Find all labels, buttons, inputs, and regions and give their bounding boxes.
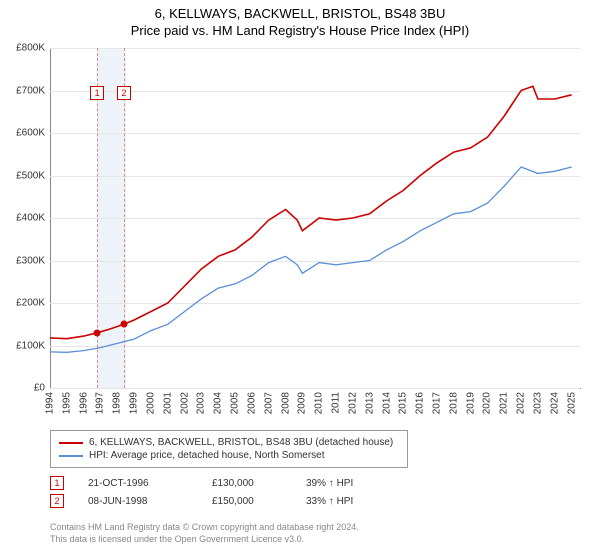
sale-hpi: 33% ↑ HPI <box>306 496 386 507</box>
footer: Contains HM Land Registry data © Crown c… <box>50 522 580 545</box>
sale-marker-box: 1 <box>90 86 104 100</box>
x-tick-label: 2012 <box>347 392 358 414</box>
x-tick-label: 2013 <box>364 392 375 414</box>
legend-row-hpi: HPI: Average price, detached house, Nort… <box>59 450 399 461</box>
x-tick-label: 1994 <box>45 392 56 414</box>
sale-price: £150,000 <box>212 496 282 507</box>
x-tick-label: 2018 <box>448 392 459 414</box>
y-tick-label: £600K <box>16 128 45 139</box>
footer-line2: This data is licensed under the Open Gov… <box>50 534 580 546</box>
sale-price: £130,000 <box>212 478 282 489</box>
x-tick-label: 1995 <box>61 392 72 414</box>
y-tick-label: £0 <box>34 383 45 394</box>
title-main: 6, KELLWAYS, BACKWELL, BRISTOL, BS48 3BU <box>0 6 600 21</box>
x-tick-label: 2016 <box>415 392 426 414</box>
sale-marker: 2 <box>50 494 64 508</box>
x-tick-label: 2011 <box>331 392 342 414</box>
series-property <box>50 86 572 338</box>
x-tick-label: 1998 <box>112 392 123 414</box>
sale-hpi: 39% ↑ HPI <box>306 478 386 489</box>
x-tick-label: 2005 <box>230 392 241 414</box>
sale-marker-box: 2 <box>117 86 131 100</box>
sale-dot <box>94 329 101 336</box>
legend-label-property: 6, KELLWAYS, BACKWELL, BRISTOL, BS48 3BU… <box>89 437 393 448</box>
title-sub: Price paid vs. HM Land Registry's House … <box>0 23 600 38</box>
y-tick-label: £200K <box>16 298 45 309</box>
gridline <box>50 388 580 389</box>
plot-region: £0£100K£200K£300K£400K£500K£600K£700K£80… <box>50 48 580 388</box>
x-tick-label: 2006 <box>246 392 257 414</box>
x-tick-label: 2003 <box>196 392 207 414</box>
x-tick-label: 2019 <box>465 392 476 414</box>
legend-row-property: 6, KELLWAYS, BACKWELL, BRISTOL, BS48 3BU… <box>59 437 399 448</box>
sale-row: 1 21-OCT-1996 £130,000 39% ↑ HPI <box>50 476 580 490</box>
x-tick-label: 1996 <box>78 392 89 414</box>
x-tick-label: 2008 <box>280 392 291 414</box>
y-tick-label: £300K <box>16 255 45 266</box>
x-tick-label: 2020 <box>482 392 493 414</box>
x-tick-label: 2009 <box>297 392 308 414</box>
series-hpi <box>50 167 572 352</box>
x-tick-label: 2022 <box>516 392 527 414</box>
x-tick-label: 2015 <box>398 392 409 414</box>
legend-area: 6, KELLWAYS, BACKWELL, BRISTOL, BS48 3BU… <box>50 430 580 512</box>
y-tick-label: £500K <box>16 170 45 181</box>
sale-marker: 1 <box>50 476 64 490</box>
y-tick-label: £400K <box>16 213 45 224</box>
sale-date: 08-JUN-1998 <box>88 496 188 507</box>
x-tick-label: 2024 <box>549 392 560 414</box>
x-tick-label: 2010 <box>314 392 325 414</box>
title-block: 6, KELLWAYS, BACKWELL, BRISTOL, BS48 3BU… <box>0 0 600 38</box>
sale-rows: 1 21-OCT-1996 £130,000 39% ↑ HPI 2 08-JU… <box>50 476 580 508</box>
x-tick-label: 2017 <box>431 392 442 414</box>
x-tick-label: 2000 <box>145 392 156 414</box>
legend-swatch-hpi <box>59 455 83 457</box>
x-tick-label: 2002 <box>179 392 190 414</box>
x-tick-label: 2004 <box>213 392 224 414</box>
x-tick-label: 2025 <box>566 392 577 414</box>
footer-line1: Contains HM Land Registry data © Crown c… <box>50 522 580 534</box>
sale-row: 2 08-JUN-1998 £150,000 33% ↑ HPI <box>50 494 580 508</box>
y-tick-label: £800K <box>16 43 45 54</box>
x-tick-label: 2001 <box>162 392 173 414</box>
legend-box: 6, KELLWAYS, BACKWELL, BRISTOL, BS48 3BU… <box>50 430 408 468</box>
x-tick-label: 1997 <box>95 392 106 414</box>
x-tick-label: 2021 <box>499 392 510 414</box>
x-tick-label: 1999 <box>129 392 140 414</box>
legend-swatch-property <box>59 442 83 444</box>
x-tick-label: 2023 <box>532 392 543 414</box>
sale-dot <box>121 321 128 328</box>
chart-area: £0£100K£200K£300K£400K£500K£600K£700K£80… <box>50 48 580 388</box>
sale-date: 21-OCT-1996 <box>88 478 188 489</box>
y-tick-label: £100K <box>16 340 45 351</box>
legend-label-hpi: HPI: Average price, detached house, Nort… <box>89 450 325 461</box>
chart-container: 6, KELLWAYS, BACKWELL, BRISTOL, BS48 3BU… <box>0 0 600 560</box>
x-tick-label: 2007 <box>263 392 274 414</box>
x-tick-label: 2014 <box>381 392 392 414</box>
y-tick-label: £700K <box>16 85 45 96</box>
